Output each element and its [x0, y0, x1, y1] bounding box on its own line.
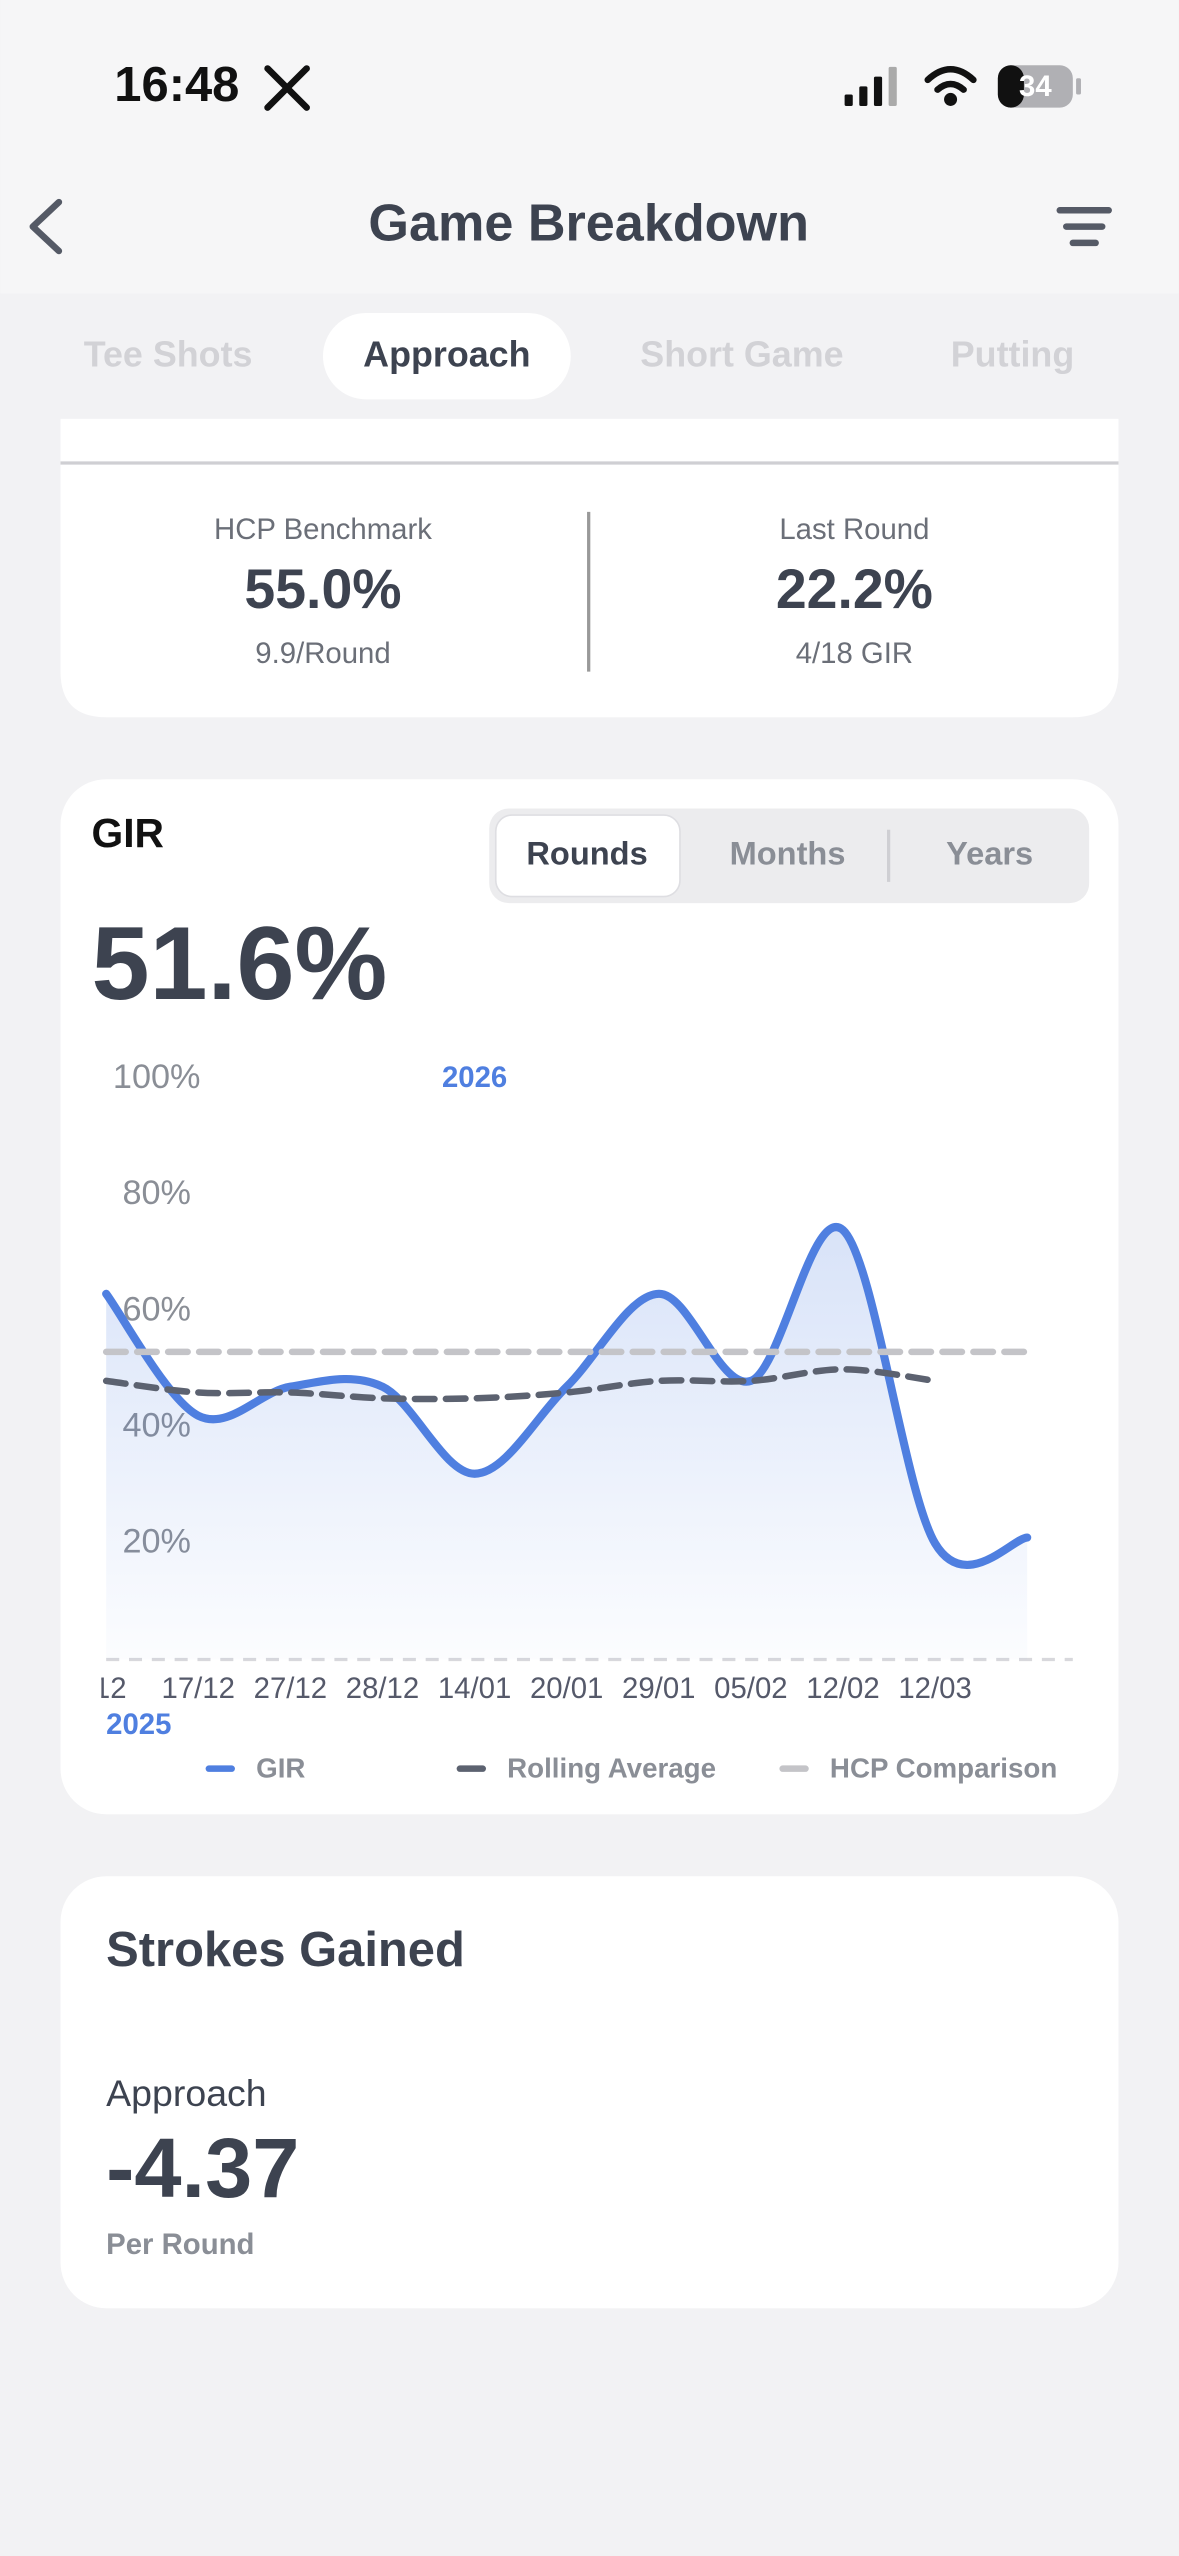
- stat-value: 55.0%: [244, 558, 401, 620]
- y-tick-label: 60%: [122, 1290, 191, 1328]
- header-bg: [0, 0, 1179, 294]
- battery-level: [997, 65, 1024, 108]
- chart: 20%40%60%80%100%20262025/1217/1227/1228/…: [86, 1058, 1073, 1741]
- menu-button[interactable]: [1056, 207, 1112, 247]
- series-area: [106, 1227, 1028, 1660]
- x-tick-label: 27/12: [254, 1672, 327, 1705]
- legend-label: GIR: [256, 1753, 305, 1784]
- x-tick-label: 12/02: [806, 1672, 879, 1705]
- stat-label: Last Round: [779, 513, 929, 546]
- period-option[interactable]: Years: [946, 834, 1033, 871]
- battery-cap: [1076, 78, 1081, 95]
- x-tick-label: 05/02: [714, 1672, 787, 1705]
- stat-detail: 4/18 GIR: [796, 637, 913, 670]
- period-option[interactable]: Months: [730, 834, 846, 871]
- x-tick-label: 12/03: [898, 1672, 971, 1705]
- x-tick-label: 29/01: [622, 1672, 695, 1705]
- stat-value: 22.2%: [776, 558, 933, 620]
- active-tab-pill: [322, 312, 571, 400]
- year-label: 2025: [106, 1708, 171, 1741]
- strokes-value: -4.37: [106, 2120, 299, 2215]
- stat-detail: 9.9/Round: [255, 637, 390, 670]
- series-line: [102, 1366, 939, 1403]
- page-title: Game Breakdown: [368, 194, 809, 252]
- strokes-unit: Per Round: [106, 2228, 254, 2261]
- status-time: 16:48: [114, 58, 239, 112]
- x-tick-label: 17/12: [162, 1672, 235, 1705]
- legend-label: Rolling Average: [507, 1753, 716, 1784]
- x-tick-label: /12: [86, 1672, 127, 1705]
- year-label: 2026: [442, 1061, 507, 1094]
- stat-label: HCP Benchmark: [214, 513, 432, 546]
- tools-icon: [264, 65, 310, 111]
- x-tick-label: 20/01: [530, 1672, 603, 1705]
- strokes-title: Strokes Gained: [106, 1923, 465, 1977]
- tab-active[interactable]: Approach: [363, 334, 530, 374]
- x-tick-label: 28/12: [346, 1672, 419, 1705]
- gir-title: GIR: [92, 810, 164, 856]
- tab[interactable]: Tee Shots: [84, 334, 253, 374]
- x-tick-label: 14/01: [438, 1672, 511, 1705]
- period-option[interactable]: Rounds: [526, 834, 647, 871]
- gir-value: 51.6%: [92, 906, 388, 1022]
- tab[interactable]: Putting: [951, 334, 1074, 374]
- strokes-card: [60, 1876, 1119, 2309]
- period-active: [494, 814, 681, 898]
- signal-icon: [844, 66, 897, 106]
- legend: GIR Rolling Average HCP Comparison: [205, 1753, 1057, 1784]
- legend-label: HCP Comparison: [830, 1753, 1057, 1784]
- battery-percent: 34: [1019, 70, 1052, 103]
- y-tick-label: 80%: [122, 1174, 191, 1212]
- y-tick-label: 100%: [113, 1058, 201, 1096]
- tab[interactable]: Short Game: [640, 334, 843, 374]
- back-button[interactable]: [29, 198, 63, 255]
- wifi-icon: [924, 66, 977, 106]
- strokes-category: Approach: [106, 2072, 266, 2114]
